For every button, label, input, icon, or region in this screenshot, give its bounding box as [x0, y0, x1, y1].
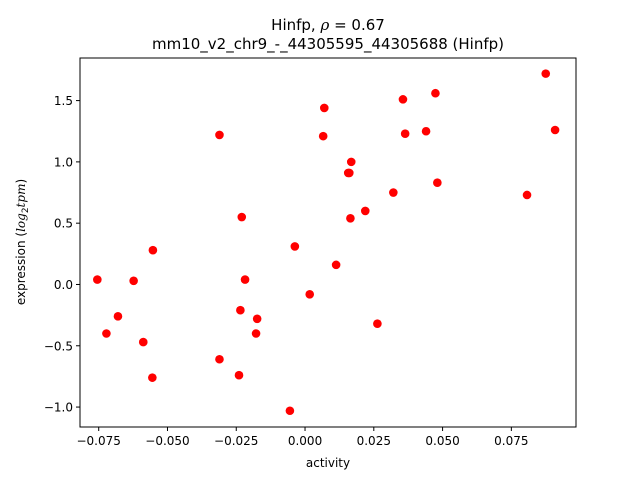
data-point: [240, 275, 250, 284]
data-point: [148, 245, 158, 255]
data-point: [102, 329, 111, 338]
data-point: [550, 125, 560, 135]
data-point: [215, 354, 224, 364]
data-point: [400, 129, 410, 138]
data-point: [234, 370, 244, 380]
x-tick-label: 0.025: [357, 434, 391, 448]
chart-subtitle: mm10_v2_chr9_-_44305595_44305688 (Hinfp): [152, 35, 504, 54]
y-tick-label: −0.5: [44, 339, 73, 353]
y-tick-label: 1.5: [54, 94, 73, 108]
plot-frame: [79, 57, 577, 428]
chart-title: Hinfp, ρ = 0.67: [271, 16, 385, 34]
data-point: [252, 314, 262, 324]
y-tick-label: −1.0: [44, 401, 73, 415]
data-point: [389, 188, 398, 197]
data-point: [522, 190, 532, 200]
x-axis-label: activity: [306, 456, 350, 470]
x-tick-label: −0.075: [76, 434, 120, 448]
data-point: [360, 206, 370, 216]
data-point: [431, 88, 440, 98]
data-point: [237, 212, 247, 222]
data-point: [290, 242, 300, 251]
y-tick-label: 1.0: [54, 155, 73, 169]
x-tick-label: 0.075: [494, 434, 528, 448]
data-point: [93, 275, 102, 284]
data-point: [398, 95, 408, 104]
data-point: [129, 276, 138, 286]
x-axis-ticks: −0.075 −0.050 −0.025 0.000 0.025 0.050 0.075: [76, 427, 529, 448]
data-point: [251, 329, 261, 338]
y-axis-ticks: −1.0 −0.5 0.0 0.5 1.0 1.5: [44, 94, 80, 415]
data-point: [346, 157, 356, 167]
data-point: [113, 312, 123, 321]
points-layer: [93, 69, 560, 416]
data-point: [331, 260, 341, 270]
data-point: [305, 289, 315, 299]
x-tick-label: −0.025: [214, 434, 258, 448]
x-tick-label: 0.000: [288, 434, 322, 448]
y-tick-label: 0.5: [54, 217, 73, 231]
plot-area: [80, 58, 576, 427]
y-tick-label: 0.0: [54, 278, 73, 292]
y-axis-label: expression (log2tpm): [14, 179, 31, 305]
data-point: [421, 126, 431, 136]
data-point: [138, 337, 148, 347]
data-point: [373, 319, 382, 329]
data-point: [318, 131, 328, 141]
data-point: [346, 213, 355, 223]
x-tick-label: 0.050: [425, 434, 459, 448]
data-point: [319, 103, 329, 113]
data-point: [433, 178, 442, 188]
x-tick-label: −0.050: [145, 434, 189, 448]
data-point: [215, 130, 224, 140]
data-point: [236, 305, 245, 315]
data-point: [345, 168, 354, 178]
data-point: [541, 69, 551, 78]
data-point: [285, 406, 295, 416]
data-point: [148, 373, 157, 382]
